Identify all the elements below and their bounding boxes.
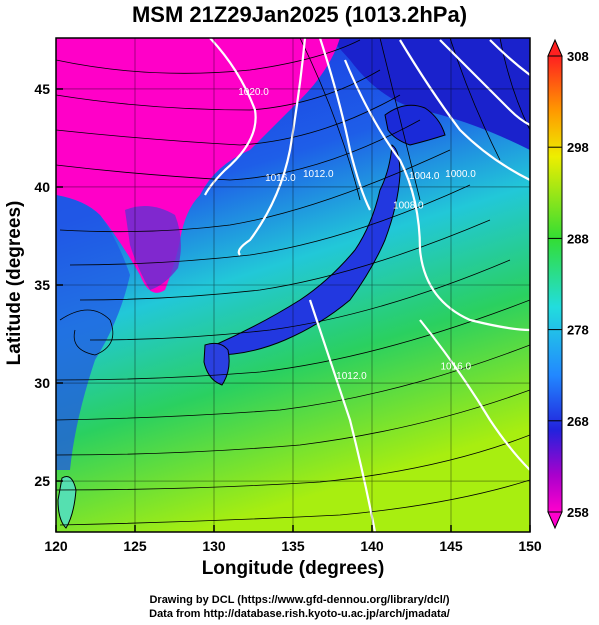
x-tick-label: 125: [123, 538, 147, 554]
y-tick-label: 45: [34, 81, 50, 97]
isobar-label: 1000.0: [445, 169, 476, 180]
credit-data-source: Data from http://database.rish.kyoto-u.a…: [149, 608, 450, 620]
chart-title: MSM 21Z29Jan2025 (1013.2hPa): [131, 2, 468, 27]
y-tick-label: 25: [34, 473, 50, 489]
continent-cold-region: [56, 38, 340, 293]
grid-lines: [55, 38, 531, 532]
hokkaido-island: [384, 104, 446, 146]
isobar-lines: [204, 38, 530, 532]
colorbar: 308 298 288 278 268 258: [547, 38, 589, 530]
cold-air-mass: [330, 38, 530, 150]
y-tick-label: 30: [34, 375, 50, 391]
colorbar-tick-label: 298: [567, 140, 589, 155]
x-tick-label: 130: [202, 538, 226, 554]
x-axis-ticks: 120 125 130 135 140 145 150: [44, 525, 542, 554]
isobar-label: 1016.0: [265, 173, 296, 184]
x-tick-label: 135: [281, 538, 305, 554]
isobar-label: 1004.0: [409, 171, 440, 182]
colorbar-bottom-arrow: [547, 511, 563, 530]
korean-peninsula: [125, 206, 181, 290]
credit-drawing: Drawing by DCL (https://www.gfd-dennou.o…: [149, 594, 450, 606]
x-tick-label: 140: [360, 538, 384, 554]
china-coast-cold: [56, 195, 130, 470]
isobar-label: 1012.0: [303, 169, 334, 180]
y-tick-label: 35: [34, 277, 50, 293]
colorbar-tick-label: 308: [567, 49, 589, 64]
colorbar-top-arrow: [547, 38, 563, 57]
isobar-label: 1012.0: [336, 371, 367, 382]
y-tick-label: 40: [34, 179, 50, 195]
taiwan-island: [57, 476, 77, 529]
colorbar-tick-label: 288: [567, 231, 589, 246]
x-tick-label: 120: [44, 538, 68, 554]
isobar-label: 1016.0: [440, 361, 471, 372]
y-axis-label: Latitude (degrees): [4, 200, 25, 366]
isobar-labels: 1020.0 1016.0 1012.0 1008.0 1004.0 1000.0 1012…: [238, 87, 476, 382]
x-tick-label: 145: [439, 538, 463, 554]
isobar-label: 1008.0: [393, 201, 424, 212]
colorbar-tick-label: 278: [567, 323, 589, 338]
x-axis-label: Longitude (degrees): [201, 558, 385, 579]
y-axis-ticks: 25 30 35 40 45: [34, 81, 63, 489]
colorbar-tick-label: 258: [567, 505, 589, 520]
isobar-label: 1020.0: [238, 87, 269, 98]
colorbar-gradient: [547, 55, 563, 513]
x-tick-label: 150: [518, 538, 542, 554]
colorbar-tick-label: 268: [567, 414, 589, 429]
